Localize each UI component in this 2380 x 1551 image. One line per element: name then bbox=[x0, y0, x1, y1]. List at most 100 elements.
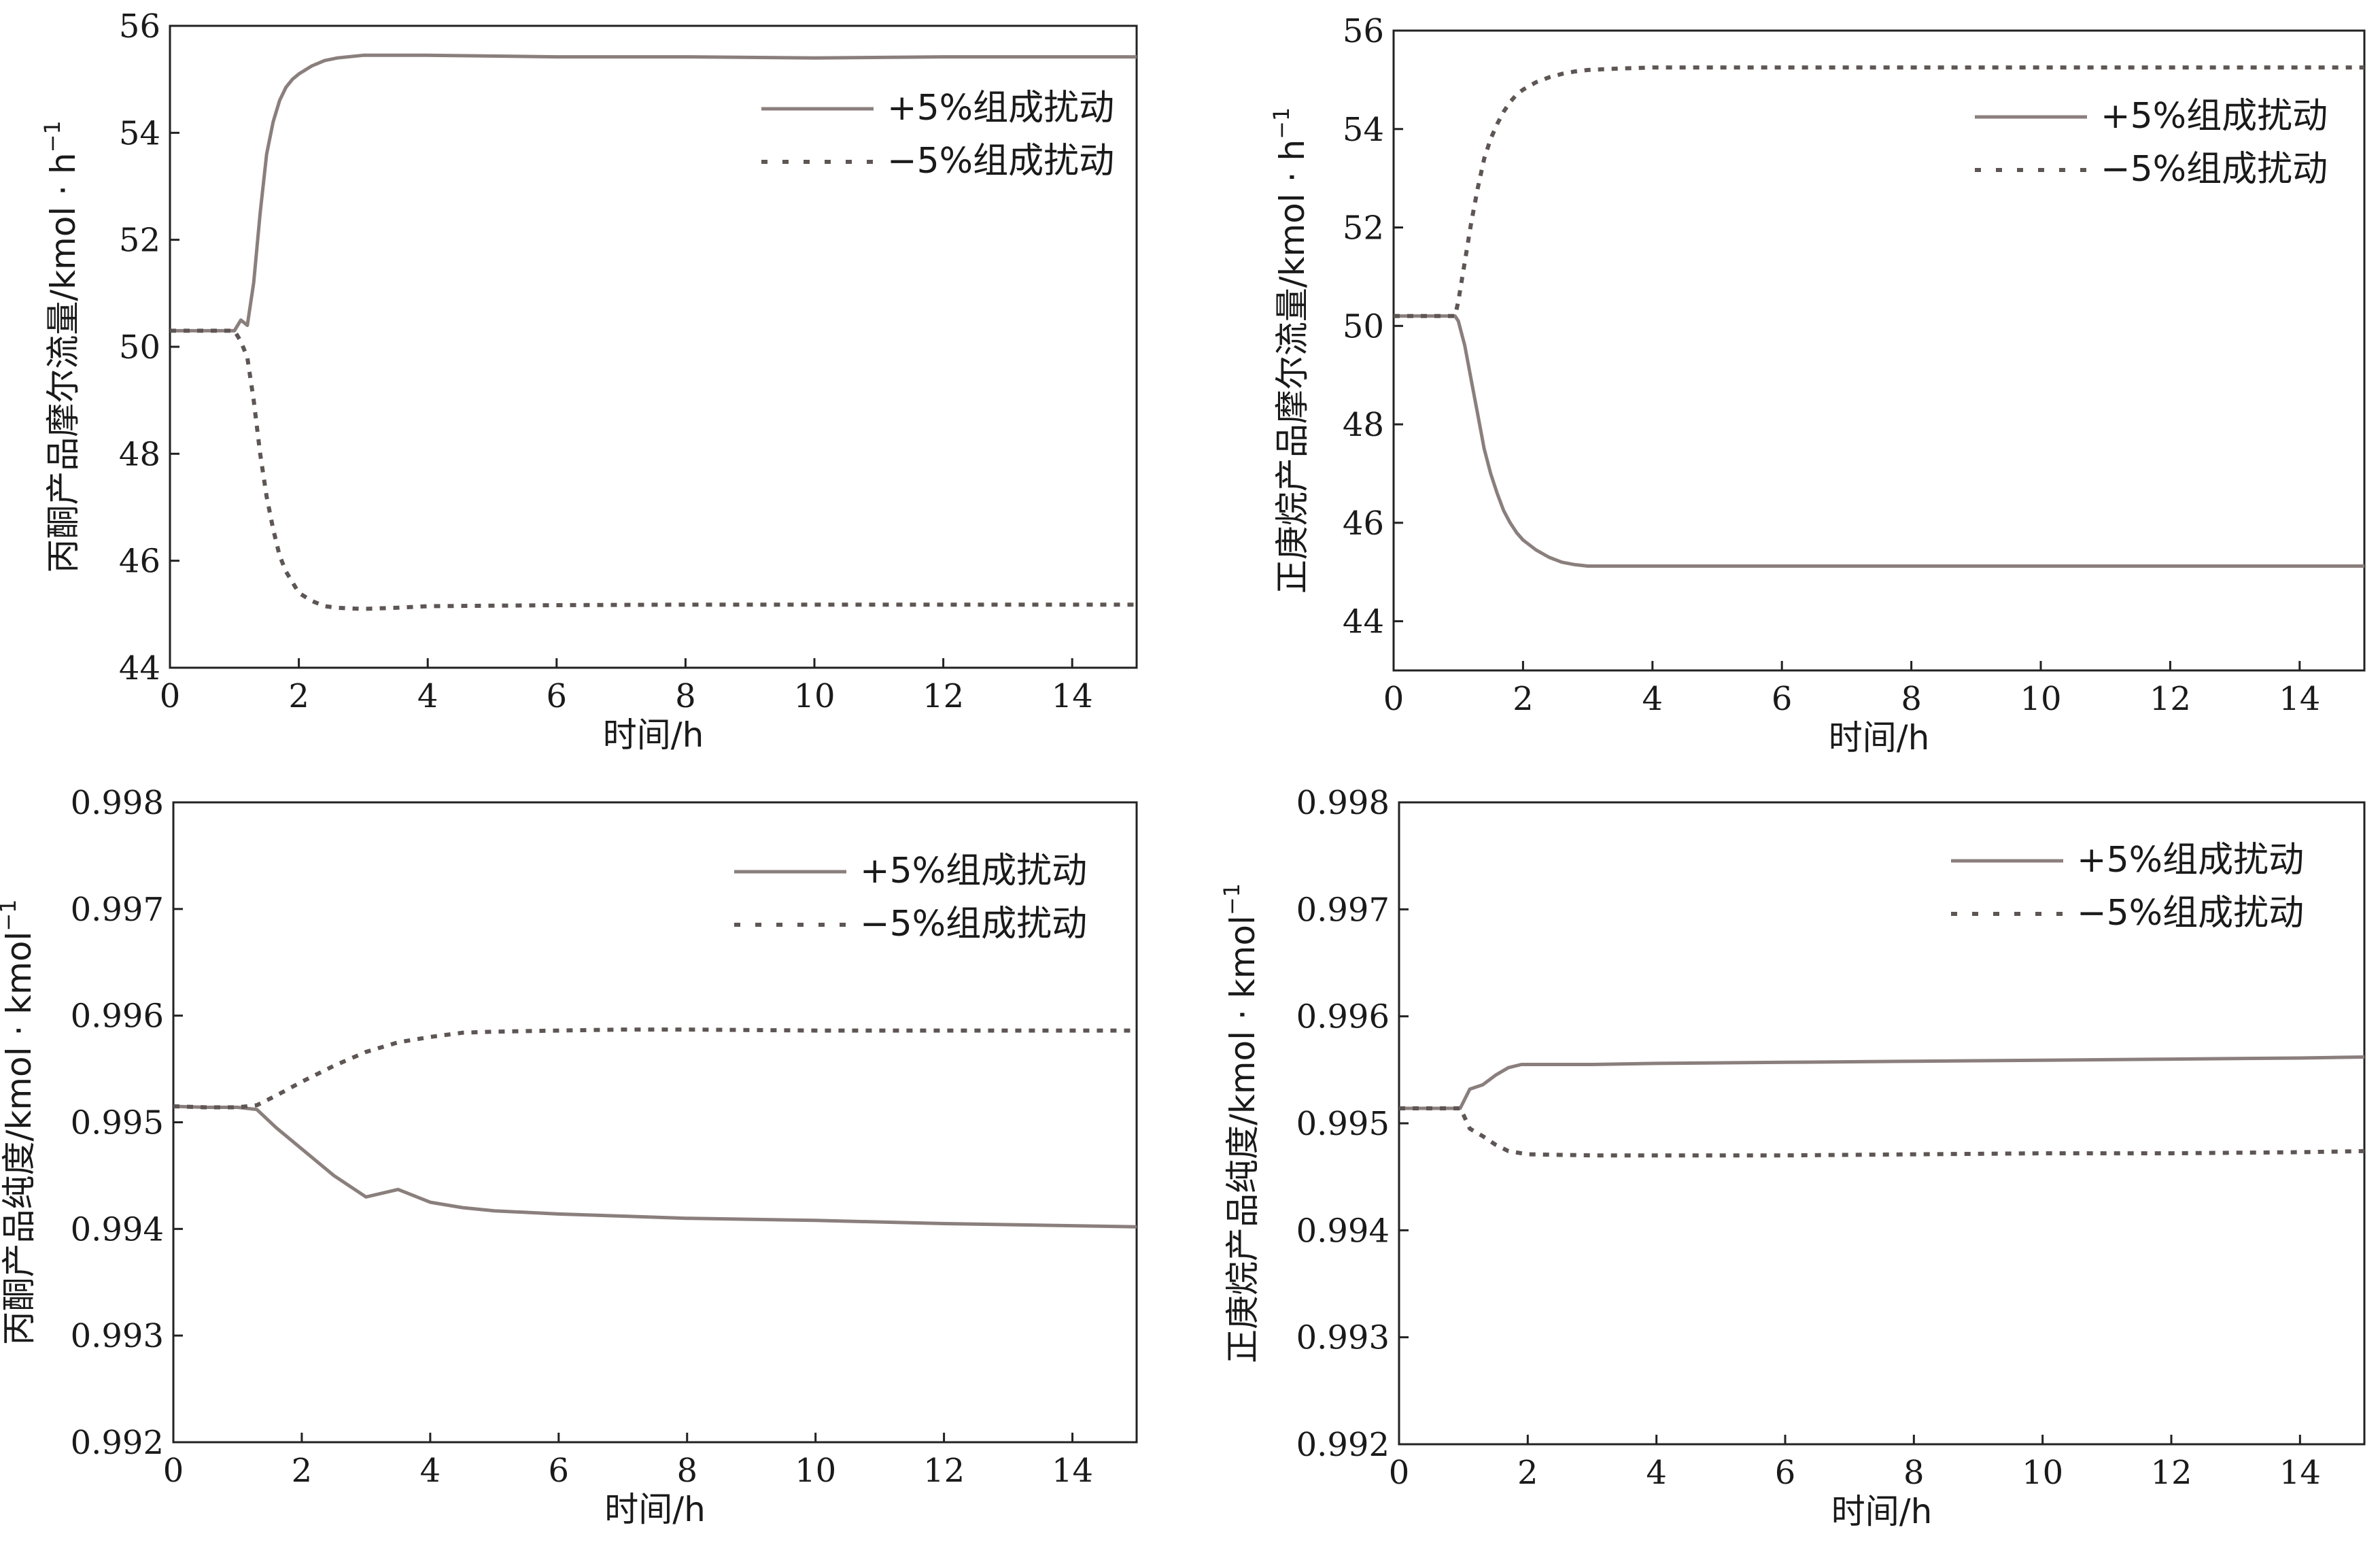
y-tick-label: 44 bbox=[1343, 603, 1384, 641]
y-tick-label: 0.998 bbox=[71, 784, 164, 822]
y-tick-label: 48 bbox=[119, 435, 160, 473]
y-tick-label: 0.996 bbox=[71, 998, 164, 1036]
y-tick-label: 48 bbox=[1343, 406, 1384, 444]
y-tick-label: 0.997 bbox=[1296, 891, 1390, 929]
chart-panel-bottom-right: 0 2 4 6 8 10 12 14 0.992 0.993 0.994 0.995 0.996 0.99… bbox=[1219, 784, 2366, 1531]
y-tick-label: 52 bbox=[1343, 209, 1384, 248]
x-axis-label: 时间/h bbox=[1831, 1492, 1933, 1531]
legend-label: −5%组成扰动 bbox=[860, 904, 1087, 944]
legend-label: −5%组成扰动 bbox=[887, 141, 1114, 182]
y-axis-label-superscript: −1 bbox=[1269, 107, 1294, 139]
legend-label: +5%组成扰动 bbox=[2077, 840, 2304, 881]
series-line-minus-5pct bbox=[1394, 65, 2364, 318]
series-line-minus-5pct bbox=[1399, 1106, 2365, 1158]
y-axis-label: 正庚烷产品摩尔流量/kmol · h−1 bbox=[1269, 107, 1312, 594]
legend-label: +5%组成扰动 bbox=[887, 88, 1114, 129]
chart-panel-bottom-left: 0 2 4 6 8 10 12 14 0.992 0.993 0.994 0.995 0.996 0.99… bbox=[0, 784, 1138, 1529]
legend: +5%组成扰动 −5%组成扰动 bbox=[1951, 840, 2304, 934]
series-line-plus-5pct bbox=[1394, 314, 2364, 568]
chart-panel-top-right: 0 2 4 6 8 10 12 1444464850525456时间/h正庚烷产品摩尔流量/k… bbox=[1269, 12, 2366, 757]
x-tick-label: 8 bbox=[1903, 1454, 1925, 1492]
x-tick-label: 8 bbox=[1901, 680, 1922, 718]
x-tick-label: 2 bbox=[288, 677, 309, 715]
x-tick-label: 0 bbox=[1389, 1454, 1410, 1492]
y-tick-label: 0.996 bbox=[1296, 998, 1390, 1036]
x-tick-label: 10 bbox=[2022, 1454, 2063, 1492]
y-tick-label: 0.995 bbox=[1296, 1105, 1390, 1143]
y-tick-label: 56 bbox=[119, 7, 160, 46]
y-tick-label: 50 bbox=[1343, 307, 1384, 345]
x-tick-label: 6 bbox=[1772, 680, 1793, 718]
x-tick-label: 14 bbox=[1052, 677, 1093, 715]
x-tick-label: 10 bbox=[2020, 680, 2061, 718]
y-axis-label-superscript: −1 bbox=[1219, 883, 1245, 915]
y-tick-label: 44 bbox=[119, 649, 160, 687]
y-axis-label-superscript: −1 bbox=[39, 120, 65, 152]
legend: +5%组成扰动 −5%组成扰动 bbox=[1975, 96, 2328, 190]
y-tick-label: 0.995 bbox=[71, 1104, 164, 1142]
x-tick-label: 6 bbox=[547, 677, 568, 715]
x-tick-label: 6 bbox=[549, 1452, 570, 1490]
x-tick-label: 0 bbox=[163, 1452, 184, 1490]
x-tick-label: 12 bbox=[922, 677, 964, 715]
series-line-plus-5pct bbox=[170, 53, 1137, 333]
y-tick-label: 50 bbox=[119, 328, 160, 367]
x-tick-label: 12 bbox=[2150, 1454, 2192, 1492]
y-tick-label: 46 bbox=[119, 543, 160, 581]
legend-label: −5%组成扰动 bbox=[2077, 893, 2304, 934]
x-tick-label: 12 bbox=[923, 1452, 965, 1490]
legend: +5%组成扰动 −5%组成扰动 bbox=[761, 88, 1114, 182]
y-tick-label: 0.994 bbox=[1296, 1212, 1390, 1250]
legend-label: +5%组成扰动 bbox=[860, 851, 1087, 891]
x-tick-label: 10 bbox=[795, 1452, 836, 1490]
y-axis-label-text: 正庚烷产品纯度/kmol · kmol bbox=[1223, 915, 1262, 1363]
y-tick-label: 0.993 bbox=[1296, 1319, 1390, 1357]
legend: +5%组成扰动 −5%组成扰动 bbox=[734, 851, 1087, 944]
y-axis-label: 正庚烷产品纯度/kmol · kmol−1 bbox=[1219, 883, 1262, 1363]
x-tick-label: 6 bbox=[1775, 1454, 1796, 1492]
series-line-minus-5pct bbox=[173, 1027, 1137, 1110]
x-axis-label: 时间/h bbox=[1829, 718, 1930, 757]
x-tick-label: 0 bbox=[160, 677, 181, 715]
x-tick-label: 2 bbox=[292, 1452, 313, 1490]
y-tick-label: 0.998 bbox=[1296, 784, 1390, 822]
x-tick-label: 2 bbox=[1513, 680, 1534, 718]
y-axis-label: 丙酮产品摩尔流量/kmol · h−1 bbox=[39, 120, 83, 573]
x-tick-label: 8 bbox=[676, 1452, 697, 1490]
x-tick-label: 12 bbox=[2150, 680, 2191, 718]
x-tick-label: 14 bbox=[2279, 1454, 2321, 1492]
y-tick-label: 54 bbox=[1343, 111, 1384, 149]
y-axis-label-text: 丙酮产品摩尔流量/kmol · h bbox=[44, 152, 83, 573]
x-tick-label: 14 bbox=[1052, 1452, 1093, 1490]
y-tick-label: 54 bbox=[119, 114, 160, 152]
y-tick-label: 0.993 bbox=[71, 1317, 164, 1355]
x-tick-label: 4 bbox=[420, 1452, 441, 1490]
x-tick-label: 4 bbox=[1642, 680, 1663, 718]
x-tick-label: 4 bbox=[417, 677, 438, 715]
plot-frame bbox=[1392, 29, 2366, 672]
plot-frame bbox=[172, 801, 1138, 1444]
series-line-plus-5pct bbox=[173, 1104, 1137, 1229]
y-tick-label: 0.994 bbox=[71, 1210, 164, 1248]
y-axis-label-superscript: −1 bbox=[0, 900, 21, 932]
legend-label: −5%组成扰动 bbox=[2101, 149, 2328, 190]
y-tick-label: 46 bbox=[1343, 505, 1384, 543]
x-tick-label: 8 bbox=[675, 677, 696, 715]
legend-label: +5%组成扰动 bbox=[2101, 96, 2328, 137]
y-tick-label: 0.997 bbox=[71, 891, 164, 929]
y-tick-label: 56 bbox=[1343, 12, 1384, 50]
y-axis-label-text: 丙酮产品纯度/kmol · kmol bbox=[0, 932, 39, 1346]
y-tick-label: 0.992 bbox=[1296, 1426, 1390, 1464]
x-tick-label: 4 bbox=[1646, 1454, 1667, 1492]
y-tick-label: 52 bbox=[119, 222, 160, 260]
series-line-plus-5pct bbox=[1399, 1055, 2365, 1110]
y-axis-label-text: 正庚烷产品摩尔流量/kmol · h bbox=[1273, 139, 1312, 594]
y-axis-label: 丙酮产品纯度/kmol · kmol−1 bbox=[0, 900, 39, 1346]
x-tick-label: 0 bbox=[1383, 680, 1404, 718]
x-axis-label: 时间/h bbox=[603, 715, 704, 755]
x-tick-label: 10 bbox=[793, 677, 835, 715]
x-tick-label: 2 bbox=[1517, 1454, 1538, 1492]
chart-panel-top-left: 0 2 4 6 8 10 12 1444464850525456时间/h丙酮产品摩尔流量/km… bbox=[39, 7, 1138, 755]
series-line-minus-5pct bbox=[170, 328, 1137, 611]
